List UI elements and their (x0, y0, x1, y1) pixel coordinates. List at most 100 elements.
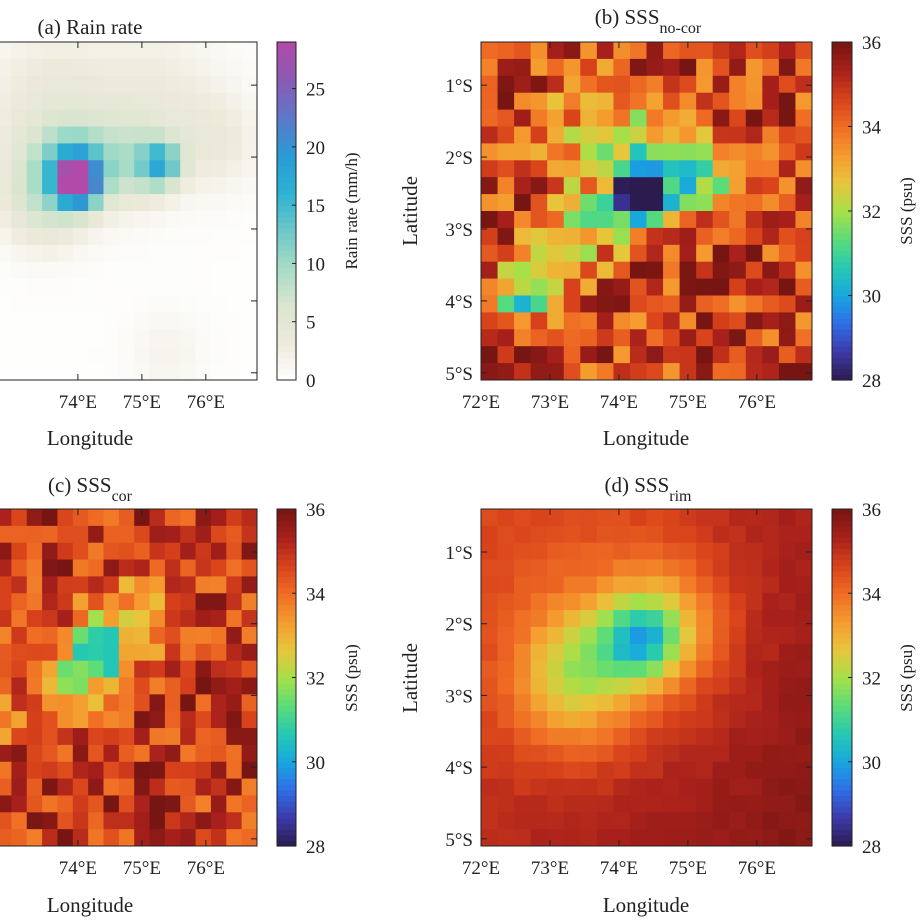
colorbar-segment (277, 357, 296, 364)
heatmap-cell (497, 593, 515, 611)
heatmap-cell (57, 795, 74, 813)
colorbar-tick-label: 36 (306, 500, 325, 521)
heatmap-cell (72, 610, 89, 628)
plot-frame (0, 508, 258, 847)
heatmap-cell (72, 346, 89, 364)
heatmap-cell (547, 109, 565, 128)
heatmap-cell (0, 346, 12, 364)
heatmap-cell (745, 227, 763, 246)
heatmap-cell (795, 660, 812, 679)
heatmap-cell (497, 58, 515, 77)
heatmap-cell (629, 812, 648, 830)
heatmap-cell (241, 160, 257, 178)
colorbar-segment (832, 677, 852, 684)
heatmap-cell (210, 593, 227, 611)
heatmap-cell (778, 795, 797, 813)
heatmap-cell (195, 626, 212, 645)
colorbar-segment (277, 47, 296, 54)
heatmap-cell (72, 211, 89, 229)
heatmap-cell (696, 795, 714, 813)
heatmap-cell (241, 576, 257, 594)
heatmap-cell (497, 261, 515, 280)
colorbar-segment (832, 115, 852, 122)
heatmap-cell (180, 610, 197, 628)
heatmap-cell (11, 509, 28, 527)
heatmap-cell (134, 744, 151, 763)
heatmap-cell (103, 812, 120, 830)
heatmap-cell (26, 295, 43, 313)
colorbar-segment (277, 98, 296, 105)
heatmap-cell (679, 711, 697, 729)
heatmap-cell (596, 244, 614, 263)
colorbar-segment (277, 58, 296, 66)
colorbar-tick-label: 32 (862, 202, 881, 223)
heatmap-cell (663, 778, 681, 797)
heatmap-cell (11, 711, 28, 729)
heatmap-cell (514, 194, 532, 212)
heatmap-cell (696, 261, 714, 280)
heatmap-cell (596, 346, 614, 364)
heatmap-cell (103, 509, 120, 527)
heatmap-cell (745, 593, 763, 611)
heatmap-cell (530, 829, 548, 846)
heatmap-cell (646, 346, 664, 364)
colorbar-segment (277, 840, 296, 847)
heatmap-cell (164, 160, 181, 178)
heatmap-cell (42, 778, 59, 797)
heatmap-cell (646, 329, 664, 347)
heatmap-cell (180, 211, 197, 229)
colorbar-segment (832, 199, 852, 206)
heatmap-cell (72, 626, 89, 645)
heatmap-cell (149, 626, 166, 645)
heatmap-cell (11, 177, 28, 195)
colorbar-segment (277, 261, 296, 268)
heatmap-cell (88, 509, 105, 527)
heatmap-cell (226, 75, 243, 94)
heatmap-cell (729, 58, 747, 77)
heatmap-cell (679, 58, 697, 77)
heatmap-cell (547, 525, 565, 544)
heatmap-cell (118, 778, 135, 797)
heatmap-cell (72, 329, 89, 347)
heatmap-cell (149, 761, 166, 780)
heatmap-cell (629, 778, 648, 797)
heatmap-cell (663, 346, 681, 364)
heatmap-cell (745, 643, 763, 662)
heatmap-cell (547, 643, 565, 662)
heatmap-cell (118, 576, 135, 594)
heatmap-cell (0, 542, 12, 561)
heatmap-cell (762, 795, 780, 813)
heatmap-cell (530, 329, 548, 347)
heatmap-cell (646, 160, 664, 178)
heatmap-cell (195, 711, 212, 729)
colorbar-segment (277, 688, 296, 695)
heatmap-cell (180, 728, 197, 746)
colorbar-segment (277, 109, 296, 116)
heatmap-cell (57, 660, 74, 679)
x-tick-label: 74°E (600, 858, 638, 879)
heatmap-cell (547, 711, 565, 729)
heatmap-cell (134, 795, 151, 813)
heatmap-cell (596, 75, 614, 94)
panel-a-xlabel: Longitude (47, 426, 133, 450)
colorbar-segment (277, 363, 296, 370)
heatmap-cell (226, 610, 243, 628)
heatmap-cell (745, 58, 763, 77)
heatmap-cell (241, 227, 257, 246)
heatmap-cell (613, 525, 631, 544)
heatmap-cell (72, 143, 89, 161)
heatmap-cell (195, 126, 212, 144)
heatmap-cell (514, 610, 532, 628)
heatmap-cell (712, 812, 730, 830)
heatmap-cell (514, 75, 532, 94)
heatmap-cell (210, 312, 227, 330)
colorbar-segment (832, 177, 852, 184)
heatmap-cell (72, 728, 89, 746)
heatmap-cell (696, 593, 714, 611)
heatmap-cell (180, 744, 197, 763)
colorbar-segment (832, 312, 852, 319)
panel-a-heatmap (0, 42, 257, 380)
heatmap-cell (762, 211, 780, 229)
heatmap-cell (481, 346, 499, 364)
